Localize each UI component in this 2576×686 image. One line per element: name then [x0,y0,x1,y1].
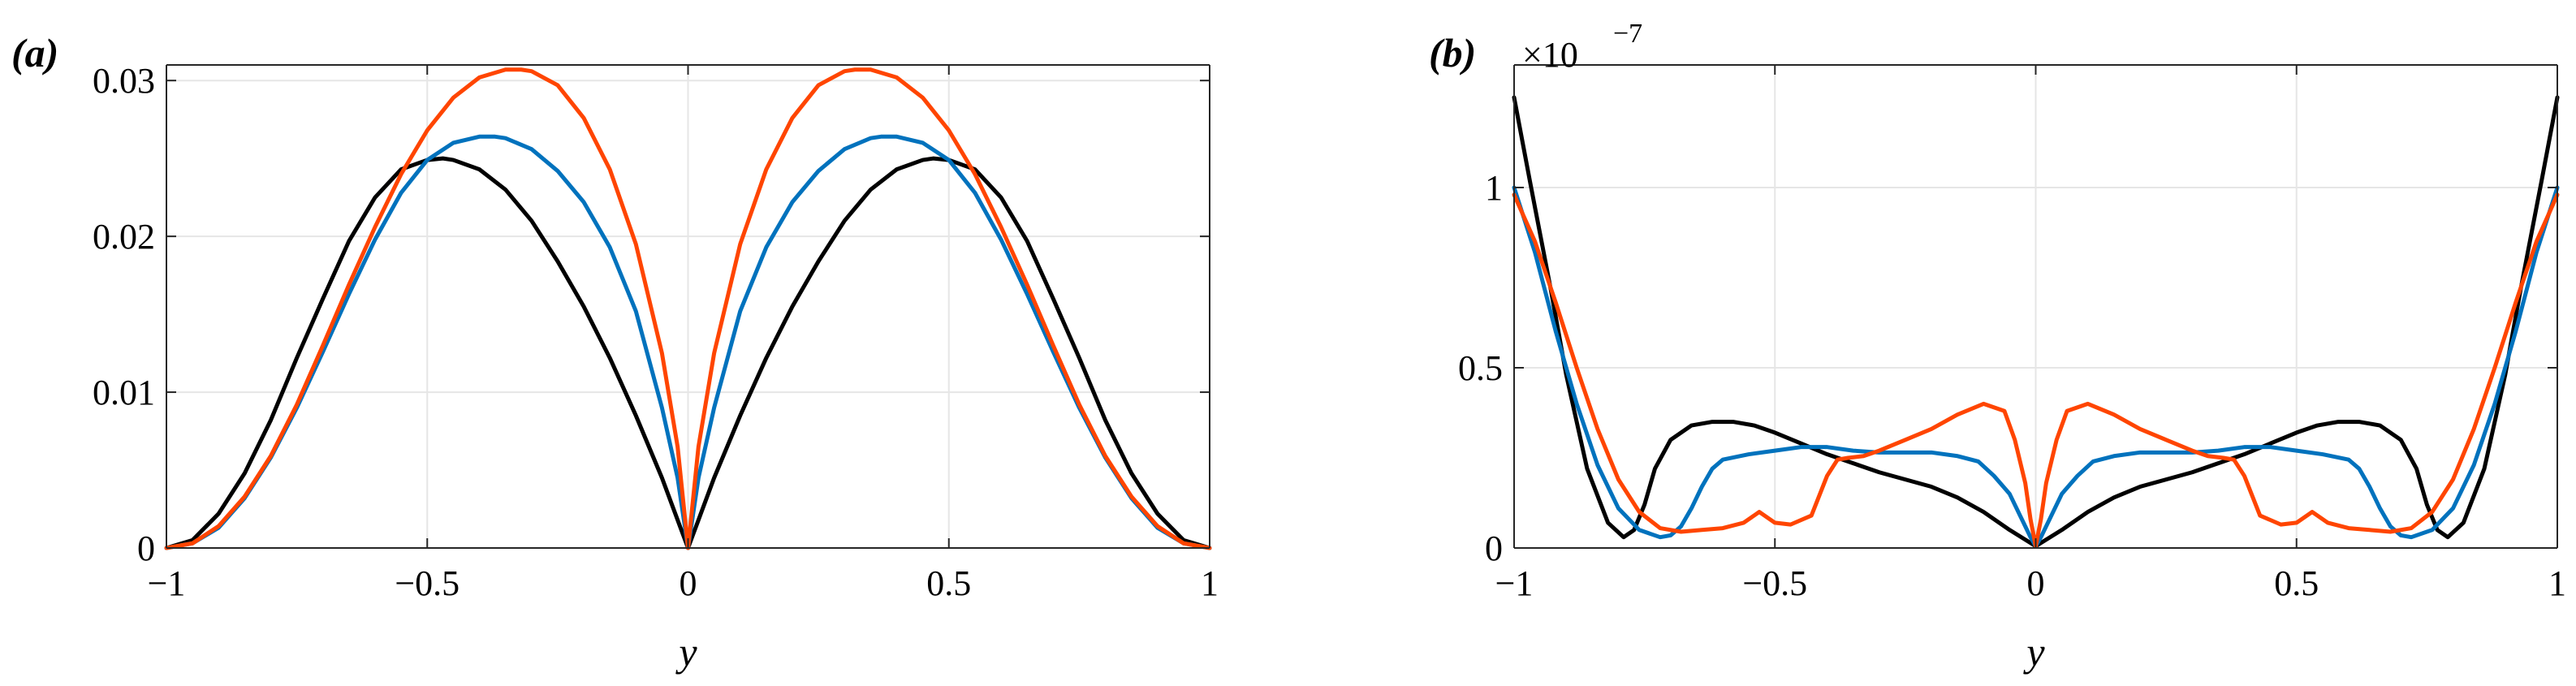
y-tick-label: 0 [1485,529,1503,568]
x-tick-label: 0.5 [926,563,971,603]
x-tick-label: 1 [2548,563,2566,603]
y-tick-label: 0.5 [1458,348,1503,388]
x-tick-label: −0.5 [395,563,460,603]
y-exponent-label: ×10 [1522,35,1578,75]
x-tick-label: −1 [148,563,186,603]
y-tick-label: 0.03 [93,61,155,101]
x-tick-label: −0.5 [1742,563,1807,603]
panel-label: (a) [11,30,58,76]
y-tick-label: 0 [137,529,155,568]
x-tick-label: 1 [1201,563,1219,603]
panel-label: (b) [1429,30,1476,76]
x-axis-label: y [2022,629,2045,675]
chart-panel-b: −1 −0.5 0 0.5 1 0 0.5 1 y (b) ×10 −7 [1429,19,2566,675]
chart-panel-a: −1 −0.5 0 0.5 1 0 0.01 0.02 0.03 y (a) [11,30,1219,675]
x-tick-label: 0 [680,563,697,603]
y-exponent-superscript: −7 [1613,19,1642,49]
x-tick-label: 0.5 [2274,563,2319,603]
x-tick-label: 0 [2027,563,2045,603]
y-tick-label: 0.02 [93,217,155,257]
x-axis-label: y [675,629,697,675]
y-tick-label: 1 [1485,168,1503,208]
x-tick-label: −1 [1495,563,1534,603]
y-tick-label: 0.01 [93,373,155,412]
